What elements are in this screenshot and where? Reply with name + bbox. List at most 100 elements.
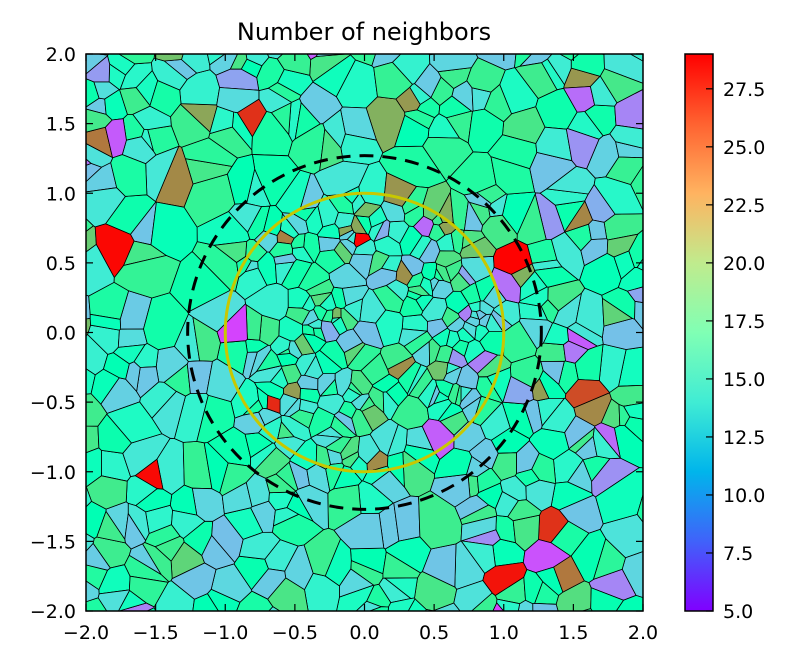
colorbar-tick-label: 27.5	[723, 79, 765, 101]
x-tick-label: 1.0	[489, 622, 519, 644]
voronoi-cell	[350, 369, 373, 395]
voronoi-cell	[290, 233, 306, 249]
voronoi-cell	[411, 340, 431, 368]
voronoi-cell	[629, 54, 643, 62]
voronoi-cell	[609, 384, 643, 407]
voronoi-cell	[299, 398, 319, 415]
colorbar-axis: 27.5 25.0 22.5 20.0 17.5 15.0 12.5 10.0 7.5 5.0	[706, 79, 765, 623]
voronoi-cell	[553, 555, 585, 593]
voronoi-cell	[456, 363, 480, 390]
x-tick-label: −2.0	[63, 622, 109, 644]
voronoi-cell	[373, 219, 391, 243]
voronoi-cell	[368, 606, 389, 611]
voronoi-cell	[626, 286, 643, 303]
voronoi-cell	[462, 321, 477, 341]
voronoi-cell	[171, 509, 206, 539]
y-tick-label: −2.0	[30, 601, 76, 623]
y-tick-label: 1.5	[46, 114, 76, 136]
voronoi-cell	[618, 346, 643, 387]
voronoi-cell	[551, 54, 554, 55]
voronoi-cell	[534, 266, 579, 288]
voronoi-cell	[267, 82, 302, 103]
voronoi-cell	[170, 103, 211, 148]
voronoi-cell	[515, 616, 551, 653]
voronoi-cell	[651, 545, 685, 627]
voronoi-cell	[110, 154, 148, 197]
colorbar-tick-label: 12.5	[723, 427, 765, 449]
voronoi-cell	[476, 468, 502, 494]
voronoi-cell	[297, 261, 331, 292]
overlay-circles	[186, 154, 543, 511]
voronoi-cell	[412, 215, 434, 238]
voronoi-cell	[378, 619, 417, 653]
colorbar	[684, 53, 714, 612]
voronoi-cell	[540, 360, 565, 386]
voronoi-cell	[496, 598, 521, 611]
voronoi-cell	[434, 267, 445, 282]
x-tick-label: −0.5	[272, 622, 318, 644]
voronoi-cell	[373, 61, 413, 100]
voronoi-cell	[277, 421, 295, 439]
voronoi-cell	[89, 313, 122, 331]
voronoi-cell	[647, 279, 685, 365]
voronoi-cell	[86, 425, 100, 454]
voronoi-cell	[567, 459, 593, 494]
voronoi-cell	[273, 253, 298, 265]
voronoi-cell	[319, 339, 348, 370]
voronoi-cell	[618, 403, 631, 427]
voronoi-cell	[438, 95, 473, 119]
voronoi-cell	[395, 86, 421, 113]
voronoi-cell	[317, 393, 345, 416]
voronoi-cell	[255, 348, 282, 372]
colorbar-tick-label: 15.0	[723, 369, 765, 391]
voronoi-cell	[86, 597, 108, 611]
x-tick-label: 0.0	[349, 622, 379, 644]
voronoi-cell	[414, 62, 442, 99]
colorbar-tick-label: 7.5	[723, 543, 753, 565]
voronoi-cell	[86, 218, 95, 232]
voronoi-cell	[634, 300, 643, 331]
voronoi-cell	[169, 250, 232, 313]
voronoi-cell	[523, 568, 544, 605]
voronoi-cell	[647, 126, 685, 228]
voronoi-cell	[141, 128, 154, 152]
voronoi-cell	[306, 54, 319, 61]
voronoi-cell	[86, 542, 111, 571]
x-tick-label: −1.0	[202, 622, 248, 644]
voronoi-cell	[333, 240, 353, 265]
voronoi-cell	[44, 146, 82, 179]
voronoi-cell	[398, 328, 429, 347]
voronoi-cell	[418, 490, 463, 550]
y-axis: 2.0 1.5 1.0 0.5 0.0 −0.5 −1.0 −1.5 −2.0	[30, 44, 643, 623]
voronoi-cell	[463, 200, 483, 232]
voronoi-cell	[565, 128, 600, 170]
x-axis: −2.0 −1.5 −1.0 −0.5 0.0 0.5 1.0 1.5 2.0	[63, 54, 658, 644]
voronoi-cell	[352, 320, 384, 350]
voronoi-cell	[170, 562, 217, 600]
voronoi-cell	[460, 282, 481, 305]
voronoi-cell	[331, 316, 348, 336]
voronoi-cell	[86, 55, 111, 83]
voronoi-cell	[568, 427, 595, 454]
voronoi-cell	[399, 295, 424, 318]
voronoi-cell	[600, 54, 606, 56]
voronoi-cell	[564, 379, 611, 409]
voronoi-cell	[492, 602, 505, 611]
voronoi-cell	[453, 580, 493, 611]
chart-title: Number of neighbors	[237, 18, 491, 46]
y-tick-label: −0.5	[30, 392, 76, 414]
voronoi-cell	[359, 395, 376, 412]
voronoi-cell	[459, 236, 497, 259]
solid-circle	[223, 191, 506, 474]
voronoi-cell	[127, 502, 150, 542]
voronoi-cell	[93, 81, 120, 100]
voronoi-cell	[151, 390, 186, 439]
voronoi-cell	[483, 83, 512, 123]
voronoi-cell	[588, 219, 608, 240]
voronoi-cell	[418, 238, 441, 264]
voronoi-cell	[369, 418, 399, 457]
voronoi-cell	[86, 533, 95, 552]
voronoi-cell	[467, 108, 505, 154]
colorbar-tick-label: 22.5	[723, 195, 765, 217]
